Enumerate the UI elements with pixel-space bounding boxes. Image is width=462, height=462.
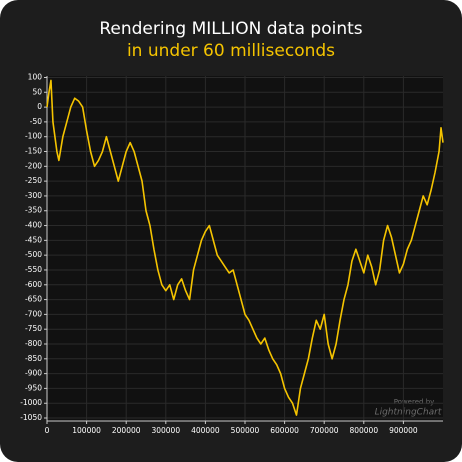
y-tick-label: -100 xyxy=(25,132,42,141)
y-tick-label: -950 xyxy=(25,383,42,392)
chart-subtitle: in under 60 milliseconds xyxy=(127,41,335,61)
y-tick-label: -50 xyxy=(30,117,42,126)
y-tick-label: -550 xyxy=(25,265,42,274)
y-tick-label: -450 xyxy=(25,235,42,244)
watermark: Powered by xyxy=(394,398,435,406)
x-tick-label: 900000 xyxy=(389,426,418,435)
y-tick-label: -1000 xyxy=(20,398,42,407)
y-tick-label: -200 xyxy=(25,161,42,170)
watermark: LightningChart xyxy=(375,408,442,418)
x-tick-label: 500000 xyxy=(231,426,260,435)
y-tick-label: -300 xyxy=(25,191,42,200)
x-tick-label: 600000 xyxy=(270,426,299,435)
x-tick-label: 200000 xyxy=(112,426,141,435)
x-tick-label: 800000 xyxy=(349,426,378,435)
x-tick-label: 700000 xyxy=(310,426,339,435)
x-tick-label: 400000 xyxy=(191,426,220,435)
chart-title: Rendering MILLION data points xyxy=(99,19,362,39)
y-tick-label: -250 xyxy=(25,176,42,185)
x-tick-label: 100000 xyxy=(72,426,101,435)
x-tick-label: 0 xyxy=(45,426,50,435)
y-tick-label: -750 xyxy=(25,324,42,333)
data-line xyxy=(46,79,444,416)
y-tick-label: -800 xyxy=(25,339,42,348)
y-tick-label: -350 xyxy=(25,206,42,215)
y-tick-label: -700 xyxy=(25,309,42,318)
y-tick-label: -600 xyxy=(25,280,42,289)
y-tick-label: -900 xyxy=(25,369,42,378)
y-tick-label: -650 xyxy=(25,295,42,304)
y-tick-label: 0 xyxy=(37,102,42,111)
y-tick-label: -500 xyxy=(25,250,42,259)
x-tick-label: 300000 xyxy=(151,426,180,435)
y-tick-label: -400 xyxy=(25,221,42,230)
y-tick-label: -1050 xyxy=(20,413,42,422)
y-tick-label: 50 xyxy=(32,87,42,96)
y-tick-label: -850 xyxy=(25,354,42,363)
y-tick-label: -150 xyxy=(25,147,42,156)
y-tick-label: 100 xyxy=(28,72,43,81)
